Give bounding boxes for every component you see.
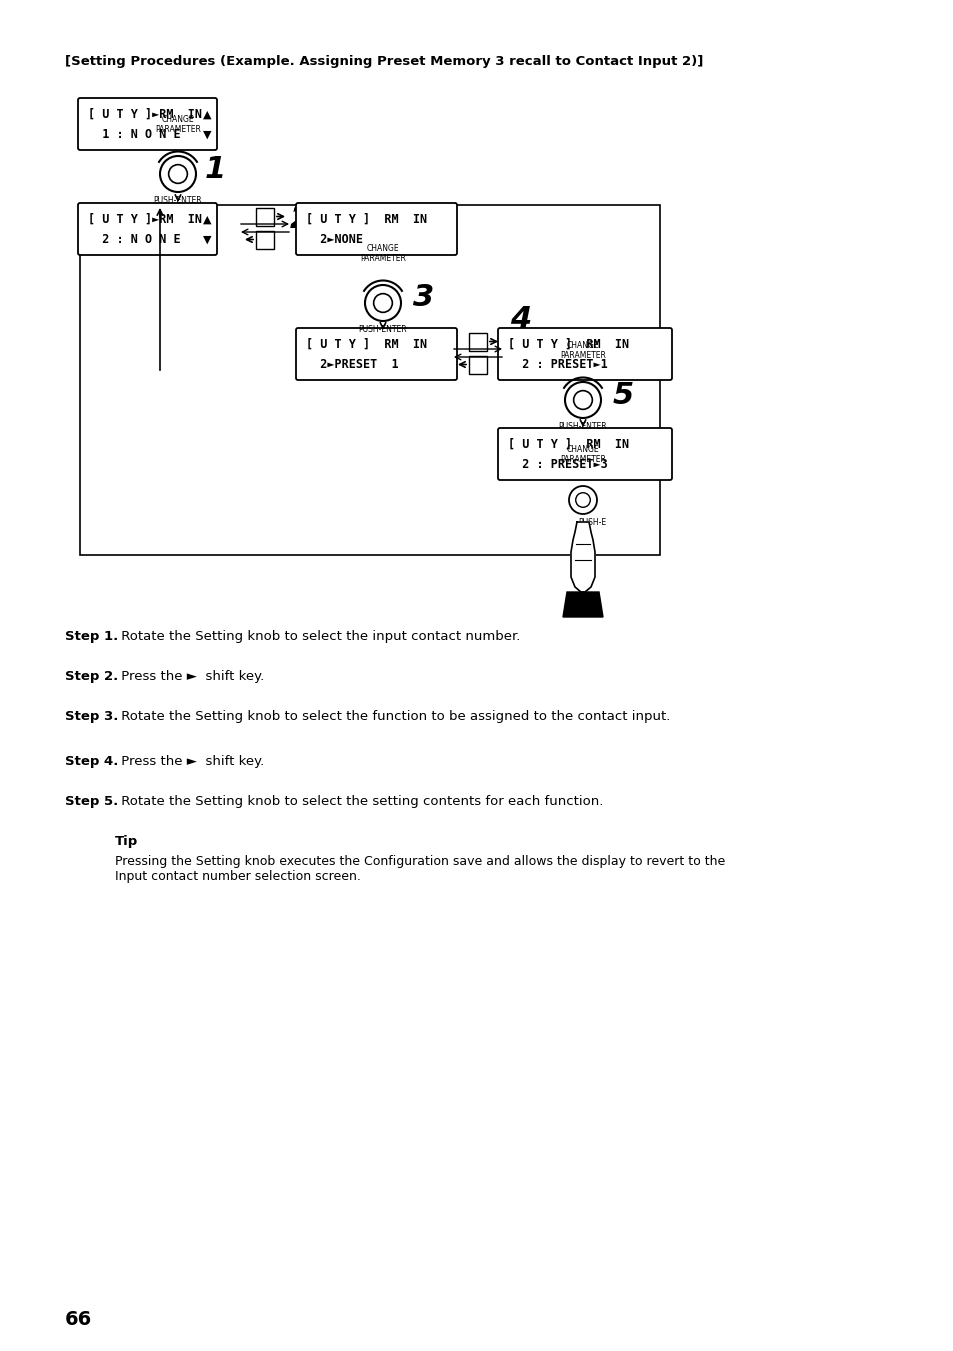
Text: ▲: ▲ bbox=[203, 109, 211, 119]
Bar bbox=[469, 355, 486, 373]
Text: PUSH-ENTER: PUSH-ENTER bbox=[358, 326, 407, 334]
Text: 66: 66 bbox=[65, 1310, 92, 1329]
Text: Rotate the Setting knob to select the function to be assigned to the contact inp: Rotate the Setting knob to select the fu… bbox=[117, 711, 670, 723]
FancyBboxPatch shape bbox=[295, 203, 456, 255]
Text: Pressing the Setting knob executes the Configuration save and allows the display: Pressing the Setting knob executes the C… bbox=[115, 855, 724, 884]
Text: [Setting Procedures (Example. Assigning Preset Memory 3 recall to Contact Input : [Setting Procedures (Example. Assigning … bbox=[65, 55, 702, 68]
Bar bbox=[80, 205, 659, 555]
FancyBboxPatch shape bbox=[78, 99, 216, 150]
Text: [ U T Y ]  RM  IN: [ U T Y ] RM IN bbox=[306, 213, 427, 226]
FancyBboxPatch shape bbox=[497, 328, 671, 380]
Text: [ U T Y ]►RM  IN: [ U T Y ]►RM IN bbox=[88, 213, 202, 226]
Text: Press the ►  shift key.: Press the ► shift key. bbox=[117, 670, 264, 684]
Text: CHANGE
PARAMETER: CHANGE PARAMETER bbox=[559, 444, 605, 463]
Text: 2►NONE: 2►NONE bbox=[306, 234, 363, 246]
Text: [ U T Y ]►RM  IN: [ U T Y ]►RM IN bbox=[88, 108, 202, 120]
Polygon shape bbox=[562, 592, 602, 617]
Text: ▲: ▲ bbox=[203, 215, 211, 224]
Text: 2 : N O N E: 2 : N O N E bbox=[88, 234, 180, 246]
Text: 1 : N O N E: 1 : N O N E bbox=[88, 128, 180, 141]
Text: 2 : PRESET►3: 2 : PRESET►3 bbox=[507, 458, 607, 471]
Text: Press the ►  shift key.: Press the ► shift key. bbox=[117, 755, 264, 767]
Text: 5: 5 bbox=[613, 381, 634, 411]
Bar bbox=[469, 332, 486, 350]
Text: Step 3.: Step 3. bbox=[65, 711, 118, 723]
Text: Rotate the Setting knob to select the input contact number.: Rotate the Setting knob to select the in… bbox=[117, 630, 519, 643]
Bar bbox=[255, 208, 274, 226]
Text: CHANGE
PARAMETER: CHANGE PARAMETER bbox=[559, 340, 605, 359]
Text: ▼: ▼ bbox=[203, 130, 211, 139]
FancyBboxPatch shape bbox=[78, 203, 216, 255]
Text: ▼: ▼ bbox=[203, 235, 211, 245]
Text: PUSH-ENTER: PUSH-ENTER bbox=[153, 196, 202, 205]
Text: Tip: Tip bbox=[115, 835, 138, 848]
Text: 4: 4 bbox=[510, 305, 531, 335]
Text: 2: 2 bbox=[290, 205, 311, 235]
Text: Step 5.: Step 5. bbox=[65, 794, 118, 808]
Text: Rotate the Setting knob to select the setting contents for each function.: Rotate the Setting knob to select the se… bbox=[117, 794, 602, 808]
Text: CHANGE
PARAMETER: CHANGE PARAMETER bbox=[155, 115, 201, 134]
Text: [ U T Y ]  RM  IN: [ U T Y ] RM IN bbox=[507, 438, 628, 451]
Text: Step 4.: Step 4. bbox=[65, 755, 118, 767]
Text: Step 1.: Step 1. bbox=[65, 630, 118, 643]
FancyBboxPatch shape bbox=[295, 328, 456, 380]
Polygon shape bbox=[571, 521, 595, 592]
Text: Step 2.: Step 2. bbox=[65, 670, 118, 684]
Text: [ U T Y ]  RM  IN: [ U T Y ] RM IN bbox=[507, 338, 628, 351]
Text: 2 : PRESET►1: 2 : PRESET►1 bbox=[507, 358, 607, 372]
Text: 2►PRESET  1: 2►PRESET 1 bbox=[306, 358, 398, 372]
Text: [ U T Y ]  RM  IN: [ U T Y ] RM IN bbox=[306, 338, 427, 351]
Text: PUSH-E: PUSH-E bbox=[578, 517, 605, 527]
Text: PUSH-ENTER: PUSH-ENTER bbox=[558, 422, 607, 431]
Text: 3: 3 bbox=[413, 284, 434, 312]
Text: 1: 1 bbox=[205, 155, 226, 185]
Bar bbox=[255, 231, 274, 249]
Text: CHANGE
PARAMETER: CHANGE PARAMETER bbox=[359, 243, 406, 263]
FancyBboxPatch shape bbox=[497, 428, 671, 480]
